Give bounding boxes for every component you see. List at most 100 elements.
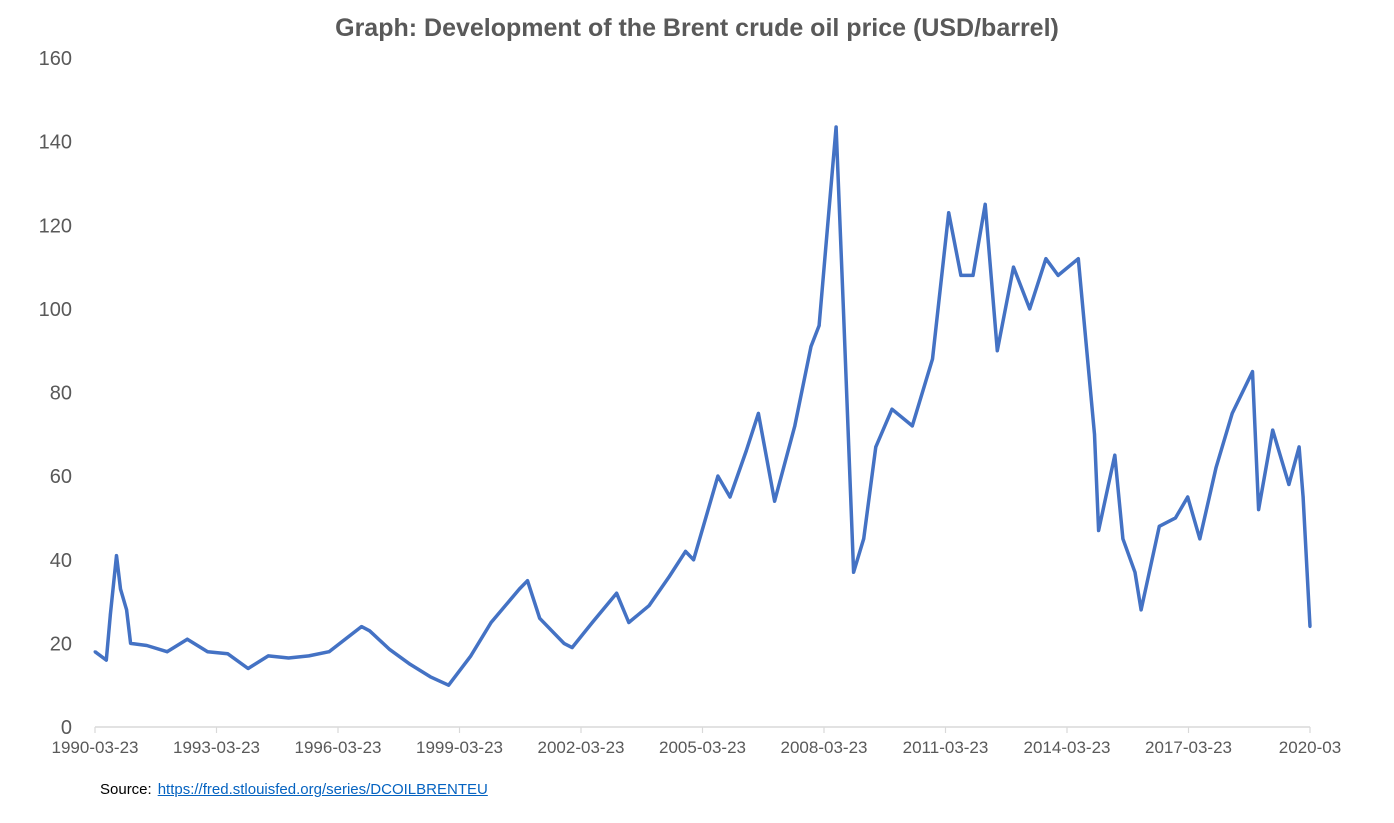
data-point — [1214, 466, 1218, 470]
data-point — [114, 554, 118, 558]
data-point — [627, 620, 631, 624]
data-point — [773, 499, 777, 503]
data-point — [647, 604, 651, 608]
data-point — [590, 620, 594, 624]
x-tick-label: 2020-03 — [1279, 738, 1341, 757]
data-point — [809, 345, 813, 349]
data-point — [489, 620, 493, 624]
y-tick-label: 140 — [39, 132, 72, 154]
data-point — [185, 637, 189, 641]
x-tick-label: 2002-03-23 — [538, 738, 625, 757]
data-point — [145, 643, 149, 647]
data-point — [1044, 257, 1048, 261]
data-point — [129, 641, 133, 645]
data-point — [368, 629, 372, 633]
data-point — [1297, 445, 1301, 449]
data-point — [983, 202, 987, 206]
data-point — [1250, 370, 1254, 374]
data-point — [125, 608, 129, 612]
data-point — [266, 654, 270, 658]
x-tick-label: 2005-03-23 — [659, 738, 746, 757]
data-point — [1257, 508, 1261, 512]
data-point — [744, 449, 748, 453]
data-point — [817, 324, 821, 328]
data-point — [1097, 528, 1101, 532]
data-point — [1056, 273, 1060, 277]
data-point — [1139, 608, 1143, 612]
x-tick-label: 1990-03-23 — [52, 738, 139, 757]
data-point — [119, 587, 123, 591]
data-point — [971, 273, 975, 277]
data-point — [327, 650, 331, 654]
data-point — [388, 648, 392, 652]
data-point — [1121, 537, 1125, 541]
data-point — [307, 654, 311, 658]
data-point — [287, 656, 291, 660]
data-point — [862, 537, 866, 541]
data-point — [667, 574, 671, 578]
data-point — [206, 650, 210, 654]
data-point — [852, 570, 856, 574]
data-point — [1093, 432, 1097, 436]
source-link[interactable]: https://fred.stlouisfed.org/series/DCOIL… — [157, 781, 488, 798]
data-point — [1157, 524, 1161, 528]
y-tick-label: 0 — [61, 717, 72, 739]
data-point — [469, 654, 473, 658]
data-point — [615, 591, 619, 595]
data-point — [947, 211, 951, 215]
data-point — [756, 411, 760, 415]
data-point — [1271, 428, 1275, 432]
x-tick-label: 2008-03-23 — [781, 738, 868, 757]
y-tick-label: 80 — [50, 383, 72, 405]
data-point — [359, 625, 363, 629]
plot-area — [93, 125, 1312, 687]
data-point — [890, 407, 894, 411]
data-point — [1230, 411, 1234, 415]
data-point — [716, 474, 720, 478]
data-point — [246, 666, 250, 670]
data-point — [517, 587, 521, 591]
data-point — [1076, 257, 1080, 261]
data-point — [1174, 516, 1178, 520]
x-tick-label: 1993-03-23 — [173, 738, 260, 757]
x-axis: 1990-03-23 1993-03-23 1996-03-23 1999-03-23… — [52, 726, 1341, 757]
x-tick-label: 2017-03-23 — [1145, 738, 1232, 757]
data-point — [834, 125, 838, 129]
y-tick-label: 60 — [50, 466, 72, 488]
data-point — [995, 349, 999, 353]
data-point — [910, 424, 914, 428]
data-point — [408, 662, 412, 666]
series-line-brent — [93, 125, 1312, 687]
data-point — [1133, 570, 1137, 574]
data-point — [226, 652, 230, 656]
data-point — [1113, 453, 1117, 457]
data-point — [526, 579, 530, 583]
data-point — [931, 357, 935, 361]
y-tick-label: 20 — [50, 633, 72, 655]
data-point — [104, 658, 108, 662]
y-tick-label: 100 — [39, 299, 72, 321]
data-point — [93, 650, 97, 654]
data-point — [165, 650, 169, 654]
chart-title: Graph: Development of the Brent crude oi… — [335, 14, 1059, 42]
x-tick-label: 2014-03-23 — [1024, 738, 1111, 757]
data-point — [692, 558, 696, 562]
source-note: Source: https://fred.stlouisfed.org/serie… — [100, 781, 488, 798]
data-point — [1287, 482, 1291, 486]
data-point — [562, 641, 566, 645]
data-point — [841, 307, 845, 311]
y-axis: 0 20 40 60 80 100 120 140 160 — [39, 48, 72, 739]
data-point — [1028, 307, 1032, 311]
y-tick-label: 160 — [39, 48, 72, 70]
data-point — [447, 683, 451, 687]
data-point — [874, 445, 878, 449]
data-point — [1198, 537, 1202, 541]
data-point — [793, 424, 797, 428]
x-tick-label: 1996-03-23 — [295, 738, 382, 757]
data-point — [108, 612, 112, 616]
data-point — [728, 495, 732, 499]
data-point — [1308, 625, 1312, 629]
data-point — [1012, 265, 1016, 269]
data-point — [1301, 495, 1305, 499]
